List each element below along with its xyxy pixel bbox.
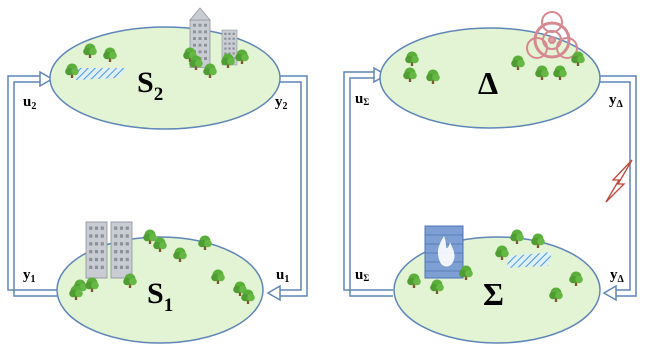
firewall-icon: [424, 225, 464, 279]
port-label-u1: u1: [276, 267, 289, 285]
node-s1: S1: [56, 221, 264, 344]
node-sigma-label: Σ: [483, 276, 504, 312]
node-s1-label: S1: [147, 277, 173, 316]
left-loop-arrowhead-top: [39, 70, 54, 88]
water-icon: [76, 68, 128, 80]
port-label-y-delta-bottom: yΔ: [610, 267, 625, 285]
node-delta-label: Δ: [478, 65, 498, 101]
left-loop-left-connector: [7, 75, 58, 297]
left-loop-right-connector: [280, 75, 308, 297]
port-label-u2: u2: [23, 94, 36, 112]
right-loop-arrowhead-bottom: [602, 284, 617, 302]
node-sigma: Σ: [393, 225, 601, 344]
right-loop-right-connector: [600, 75, 637, 297]
port-label-y1: y1: [23, 267, 36, 285]
node-s2: S2: [49, 7, 281, 130]
node-delta: Δ: [379, 11, 601, 129]
port-label-u-sigma-bottom: uΣ: [355, 267, 369, 283]
lightning-icon: [605, 159, 633, 203]
left-feedback-loop: S2 S1: [7, 7, 308, 344]
biohazard-icon: [526, 11, 578, 59]
water-icon: [506, 252, 552, 268]
right-feedback-loop: Δ: [343, 11, 637, 344]
right-loop-left-connector: [343, 71, 393, 297]
left-loop-arrowhead-bottom: [266, 284, 281, 302]
building-icon: [189, 7, 238, 68]
port-label-y-delta-top: yΔ: [609, 92, 624, 110]
port-label-y2: y2: [275, 94, 288, 112]
node-s2-label: S2: [137, 66, 163, 105]
port-label-u-sigma-top: uΣ: [355, 91, 369, 107]
